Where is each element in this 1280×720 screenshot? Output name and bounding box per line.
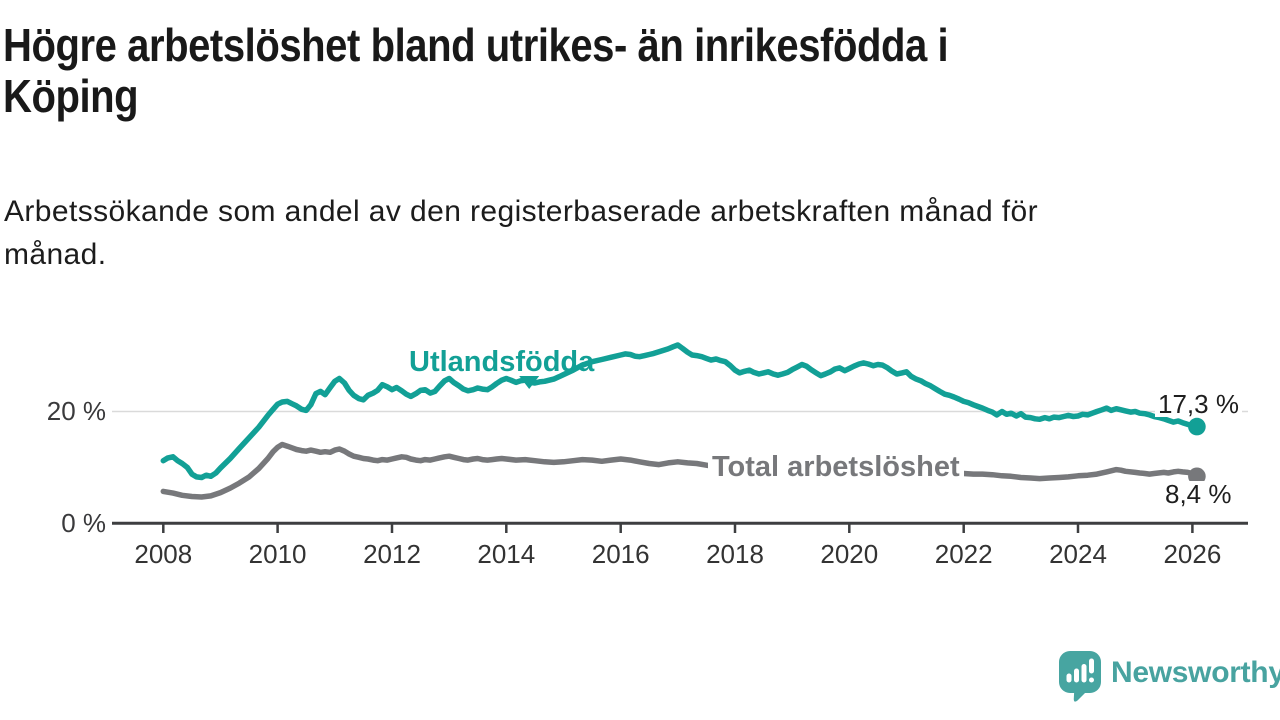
newsworthy-wordmark: Newsworthy [1111,656,1280,689]
series-end-dot [1188,467,1206,486]
series-end-dot [1188,417,1206,436]
page-title-line1: Högre arbetslöshet bland utrikes- än inr… [3,19,949,71]
page-subtitle: Arbetssökande som andel av den registerb… [4,190,1224,276]
x-tick-label-2024: 2024 [1049,539,1107,569]
y-axis-label-0: 0 % [61,508,106,538]
series-line-total-arbetsl-shet [160,441,1200,500]
x-tick-label-2010: 2010 [248,539,307,569]
x-tick-label-2022: 2022 [934,539,993,569]
x-tick-label-2020: 2020 [820,539,879,569]
x-tick-label-2026: 2026 [1163,539,1222,569]
newsworthy-logo: Newsworthy [1059,651,1280,703]
end-value-label-total: 8,4 % [1162,481,1235,507]
x-tick-label-2018: 2018 [706,539,764,569]
end-value-label-utlandsfodda: 17,3 % [1155,391,1242,417]
page-subtitle-line2: månad. [4,238,107,271]
x-axis-labels: 2008 2010 2012 2014 2016 2018 2020 2022 2024 2026 [0,540,1280,570]
x-tick-label-2008: 2008 [134,539,193,569]
series-label-total-arbetsloshet: Total arbetslöshet [708,449,964,485]
page-title-line2: Köping [3,70,139,122]
label-pointer-triangle-icon [519,376,540,389]
x-tick-label-2012: 2012 [363,539,421,569]
page-subtitle-line1: Arbetssökande som andel av den registerb… [4,195,1038,228]
x-tick-label-2014: 2014 [477,539,536,569]
page-title: Högre arbetslöshet bland utrikes- än inr… [3,20,1047,122]
newsworthy-bubble-chart-icon [1059,651,1101,702]
x-tick-label-2016: 2016 [591,539,650,569]
series-line-utlandsf-dda [160,342,1200,481]
y-axis-label-20: 20 % [46,396,106,426]
series-label-utlandsfodda: Utlandsfödda [409,346,595,378]
